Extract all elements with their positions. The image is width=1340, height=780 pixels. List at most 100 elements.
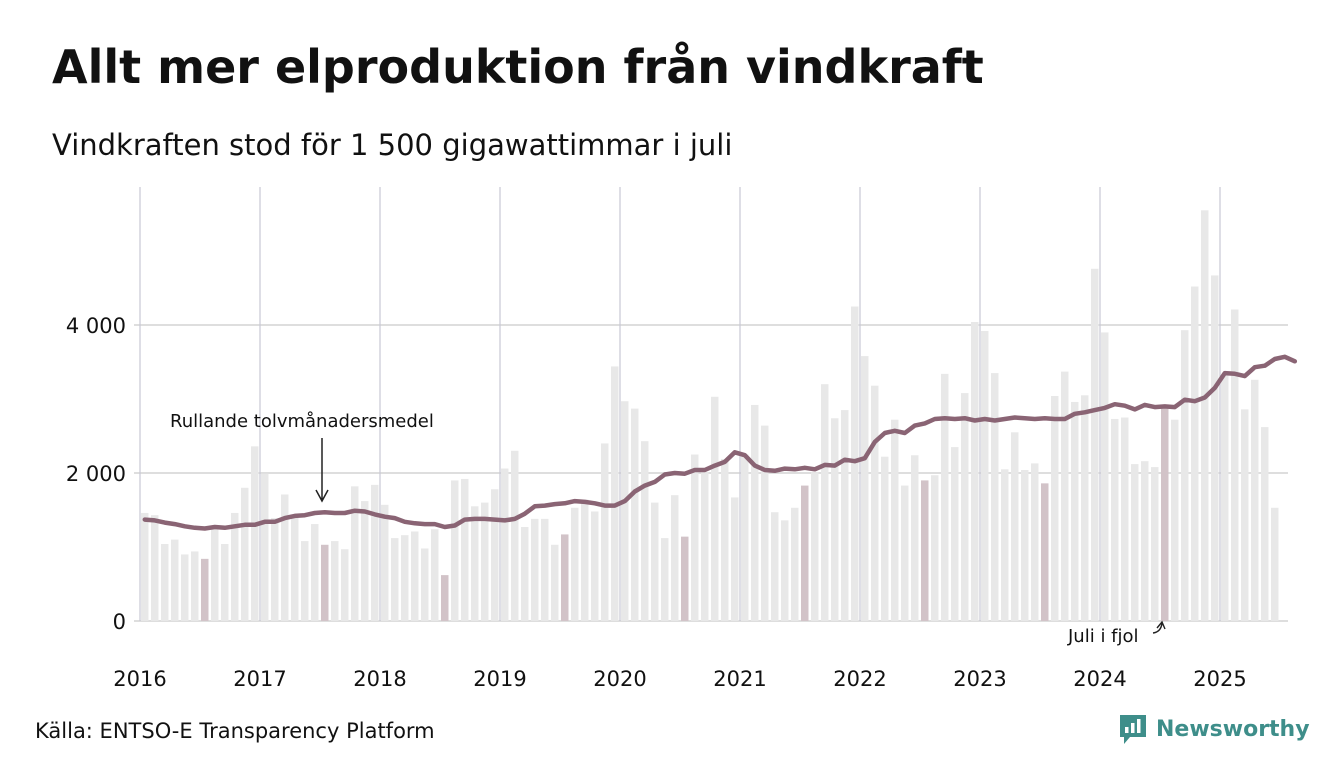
chart-subtitle: Vindkraften stod för 1 500 gigawattimmar… [52,128,733,162]
bar [1091,268,1099,621]
bar [1181,330,1189,621]
bar [1111,418,1119,621]
bar [1161,407,1169,621]
brand-logo: Newsworthy [1118,713,1310,745]
bar [621,401,629,621]
bar [1221,375,1229,621]
bar [781,520,789,621]
bar [701,472,709,621]
bar [221,544,229,621]
rolling-average-line [142,354,1298,531]
bar [1151,467,1159,621]
bar [361,501,369,621]
bar [671,495,679,621]
bar [1061,371,1069,621]
bar [1241,409,1249,621]
bar [171,539,179,621]
bar [391,538,399,621]
bar [991,373,999,621]
bar [731,497,739,621]
bar [661,538,669,621]
bar [591,511,599,621]
bar [471,506,479,621]
bar [201,558,209,621]
bar [1131,464,1139,621]
bar [981,330,989,621]
bar [501,468,509,621]
bar [931,475,939,621]
bar [301,541,309,621]
bar [1261,427,1269,621]
bar [721,458,729,621]
bar [571,507,579,621]
bar [521,527,529,621]
bar [551,544,559,621]
bar [181,554,189,621]
source-note: Källa: ENTSO-E Transparency Platform [35,719,435,743]
bar [821,384,829,621]
bar [961,393,969,621]
bar [771,512,779,621]
bar [511,450,519,621]
bar [541,518,549,621]
annotation-last-july: Juli i fjol [1067,626,1139,647]
bar [411,531,419,621]
bar [1011,432,1019,621]
bar [1271,507,1279,621]
bar [1121,417,1129,621]
bar [371,484,379,621]
bar [611,366,619,621]
bar [761,425,769,621]
bar [691,454,699,621]
bar [211,529,219,621]
bar [1051,396,1059,621]
bar [1031,463,1039,621]
bar [791,507,799,621]
annotation-last-july-arrow [1152,620,1166,634]
bar [1001,469,1009,621]
bar [421,548,429,621]
annotation-rolling-average: Rullande tolvmånadersmedel [170,411,434,432]
bar-series [141,210,1279,622]
bar [311,524,319,621]
x-tick-label: 2024 [1073,667,1126,691]
y-tick-label: 4 000 [66,314,126,338]
y-tick-label: 0 [113,610,126,634]
x-tick-label: 2017 [233,667,286,691]
bar [1021,470,1029,621]
bar [921,480,929,621]
bar [461,478,469,621]
bar [561,534,569,621]
x-tick-label: 2020 [593,667,646,691]
bar [1171,419,1179,621]
bar [861,356,869,621]
annotation-rolling-average-arrow [315,438,329,503]
bar [941,373,949,621]
brand-name: Newsworthy [1156,716,1310,742]
bar [241,487,249,621]
bar [801,485,809,621]
bar [381,504,389,621]
x-tick-label: 2025 [1193,667,1246,691]
bar [451,480,459,621]
bar [1251,379,1259,621]
bar [321,544,329,621]
chart-title: Allt mer elproduktion från vindkraft [52,40,984,94]
bar [751,404,759,621]
bar [531,518,539,621]
bar [641,441,649,621]
x-axis-ticks: 2016 2017 2018 2019 2020 2021 2022 2023 2024 2025 [113,667,1246,691]
bar [741,454,749,621]
bar [341,549,349,621]
x-tick-label: 2019 [473,667,526,691]
x-tick-label: 2022 [833,667,886,691]
bar [891,419,899,621]
bar [271,518,279,621]
bar [331,541,339,621]
bar [971,322,979,621]
bar [281,494,289,621]
bar [1231,309,1239,621]
bar [351,486,359,621]
bar [481,502,489,621]
bar [1101,332,1109,621]
